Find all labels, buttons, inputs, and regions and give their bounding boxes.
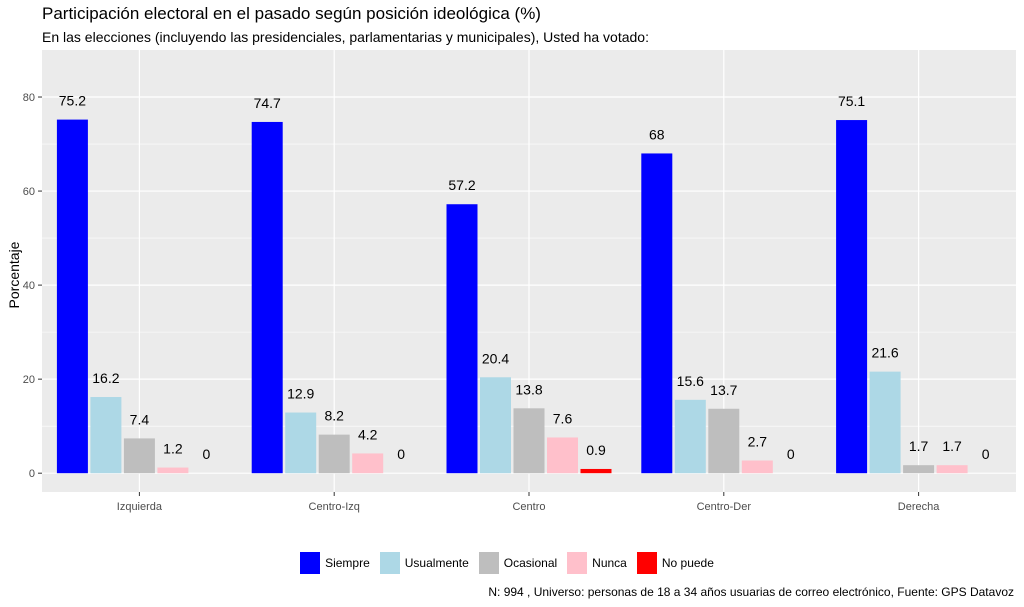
- y-tick-label: 0: [29, 468, 35, 480]
- bar-ocasional: [903, 465, 935, 474]
- legend-key: [636, 552, 657, 574]
- data-label: 57.2: [448, 177, 475, 193]
- data-label: 1.7: [909, 438, 929, 454]
- bar-nunca: [547, 437, 578, 474]
- bar-siempre: [251, 121, 283, 474]
- bar-nunca: [741, 460, 773, 474]
- x-tick-label: Centro-Izq: [309, 501, 360, 513]
- chart-title: Participación electoral en el pasado seg…: [42, 4, 541, 23]
- bar-no-puede: [580, 468, 612, 474]
- bar-usualmente: [480, 377, 511, 474]
- y-axis-label: Porcentaje: [6, 241, 22, 309]
- bar-ocasional: [513, 408, 545, 474]
- data-label: 0: [397, 446, 405, 462]
- legend-label: Siempre: [325, 556, 370, 570]
- legend-item: No puede: [636, 552, 718, 574]
- data-label: 15.6: [677, 373, 704, 389]
- bar-nunca: [352, 453, 384, 474]
- legend-label: No puede: [661, 556, 714, 570]
- data-label: 21.6: [871, 345, 898, 361]
- y-tick-label: 80: [23, 92, 35, 104]
- y-tick-label: 60: [23, 186, 35, 198]
- data-label: 0: [203, 446, 211, 462]
- legend-key: [478, 552, 499, 574]
- bar-siempre: [56, 119, 88, 474]
- x-tick-label: Centro: [512, 501, 545, 513]
- x-tick-label: Izquierda: [117, 501, 163, 513]
- legend-label: Ocasional: [503, 556, 558, 570]
- data-label: 75.1: [838, 93, 865, 109]
- bar-usualmente: [90, 397, 122, 474]
- data-label: 20.4: [482, 350, 509, 366]
- chart-subtitle: En las elecciones (incluyendo las presid…: [42, 29, 649, 45]
- data-label: 12.9: [287, 386, 314, 402]
- legend-item: Nunca: [567, 552, 631, 574]
- legend-label: Nunca: [592, 556, 627, 570]
- data-label: 0.9: [586, 442, 606, 458]
- data-label: 1.2: [163, 441, 183, 457]
- legend-key: [300, 552, 321, 574]
- data-label: 13.7: [710, 382, 737, 398]
- data-label: 7.4: [130, 411, 150, 427]
- data-label: 1.7: [942, 438, 962, 454]
- legend-item: Siempre: [300, 552, 374, 574]
- legend: Siempre Usualmente Ocasional Nunca No puede: [0, 552, 1024, 574]
- bar-ocasional: [123, 438, 155, 474]
- data-label: 2.7: [748, 433, 768, 449]
- data-label: 4.2: [358, 426, 378, 442]
- bar-nunca: [157, 467, 189, 474]
- data-label: 68: [649, 126, 665, 142]
- x-tick-label: Centro-Der: [697, 501, 752, 513]
- legend-key: [567, 552, 588, 574]
- legend-item: Usualmente: [379, 552, 473, 574]
- data-label: 13.8: [515, 381, 542, 397]
- data-label: 7.6: [553, 410, 573, 426]
- legend-key: [379, 552, 400, 574]
- data-label: 74.7: [254, 95, 281, 111]
- chart-caption: N: 994 , Universo: personas de 18 a 34 a…: [488, 585, 1014, 599]
- bar-ocasional: [318, 434, 350, 474]
- bar-siempre: [641, 153, 673, 474]
- data-label: 8.2: [324, 408, 344, 424]
- data-label: 75.2: [59, 93, 86, 109]
- data-label: 0: [982, 446, 990, 462]
- bar-ocasional: [708, 408, 740, 474]
- bar-usualmente: [285, 412, 317, 474]
- bar-usualmente: [674, 399, 706, 474]
- bar-siempre: [836, 120, 868, 474]
- legend-label: Usualmente: [404, 556, 469, 570]
- bar-siempre: [446, 204, 478, 474]
- data-label: 0: [787, 446, 795, 462]
- bar-nunca: [936, 465, 968, 474]
- bar-usualmente: [869, 371, 901, 474]
- y-tick-label: 40: [23, 280, 35, 292]
- data-label: 16.2: [92, 370, 119, 386]
- x-tick-label: Derecha: [898, 501, 940, 513]
- y-tick-label: 20: [23, 374, 35, 386]
- legend-item: Ocasional: [478, 552, 561, 574]
